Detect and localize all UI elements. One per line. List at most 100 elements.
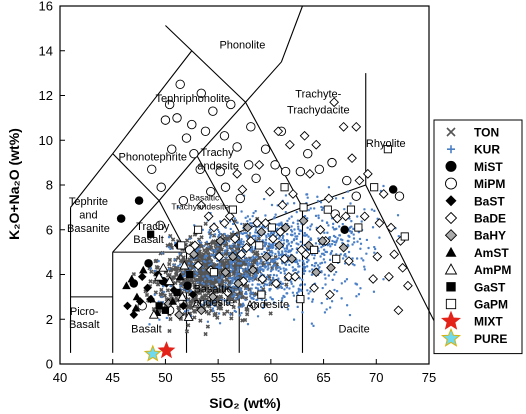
point: [246, 274, 250, 277]
point: [244, 272, 247, 275]
point: [167, 261, 172, 267]
point: [276, 223, 279, 226]
data-point: [232, 142, 242, 152]
data-point: [186, 270, 194, 279]
point: [260, 252, 263, 256]
data-point: [241, 242, 252, 253]
point: [290, 280, 293, 283]
y-axis-label: K₂O+Na₂O (wt%): [6, 128, 22, 240]
point: [271, 265, 274, 268]
point: [309, 290, 312, 293]
point: [281, 252, 284, 255]
point: [211, 284, 214, 288]
data-point: [389, 249, 400, 260]
point: [197, 239, 201, 243]
legend-marker: [444, 263, 458, 275]
point: [214, 251, 217, 254]
point: [208, 236, 212, 239]
point: [246, 323, 250, 326]
point: [311, 298, 314, 301]
point: [363, 208, 366, 211]
field-label: Phonolite: [219, 40, 265, 52]
point: [250, 224, 253, 228]
point: [324, 250, 327, 253]
point: [286, 308, 290, 311]
data-point: [332, 213, 343, 224]
data-point: [296, 245, 307, 255]
legend-label: BaDE: [474, 212, 506, 226]
data-point: [295, 166, 306, 177]
point: [280, 306, 284, 309]
point: [277, 257, 280, 260]
legend-marker: [446, 282, 456, 292]
point: [207, 231, 210, 234]
data-point: [157, 341, 176, 359]
point: [306, 289, 309, 292]
legend-label: TON: [474, 126, 499, 140]
data-point: [219, 218, 230, 228]
point: [309, 238, 312, 241]
data-point: [188, 290, 198, 299]
point: [396, 214, 400, 217]
legend-marker: [440, 310, 462, 330]
point: [192, 262, 195, 266]
point: [264, 266, 267, 269]
point: [223, 249, 227, 252]
point: [269, 251, 272, 254]
point: [297, 270, 300, 273]
point: [227, 302, 230, 305]
point: [356, 240, 359, 243]
point: [314, 242, 318, 245]
legend-item-kur: KUR: [447, 143, 500, 157]
data-point: [251, 173, 261, 183]
data-point: [288, 189, 298, 199]
point: [215, 315, 220, 320]
data-point: [139, 265, 148, 274]
data-point: [340, 211, 351, 222]
point: [270, 249, 273, 252]
point: [288, 217, 291, 220]
point: [334, 197, 338, 200]
point: [231, 222, 235, 226]
point: [316, 264, 320, 267]
point: [183, 288, 186, 291]
point: [237, 306, 240, 309]
point: [338, 225, 341, 228]
point: [371, 226, 375, 229]
data-point: [284, 139, 295, 150]
point: [244, 290, 248, 294]
point: [226, 234, 229, 237]
field-boundary-line: [112, 106, 149, 155]
point: [223, 232, 226, 236]
data-point: [164, 276, 175, 286]
point: [247, 262, 250, 265]
point: [293, 202, 296, 205]
point: [218, 280, 221, 284]
field-boundary-line: [165, 25, 193, 52]
point: [199, 241, 203, 244]
data-point: [275, 227, 286, 237]
data-point: [131, 303, 141, 312]
point: [265, 236, 268, 239]
point: [285, 247, 289, 250]
point: [254, 231, 257, 234]
point: [240, 238, 243, 241]
point: [295, 242, 298, 245]
data-point: [386, 222, 396, 233]
point: [259, 262, 262, 265]
point: [260, 258, 263, 262]
point: [230, 270, 233, 273]
field-label: Basaltic: [194, 283, 233, 295]
point: [219, 266, 222, 269]
data-point: [299, 130, 310, 141]
point: [248, 280, 251, 283]
field-label: Phonotephrite: [119, 151, 188, 163]
point: [270, 259, 273, 262]
data-point: [340, 225, 349, 234]
point: [206, 291, 211, 296]
legend-item-bade: BaDE: [444, 212, 506, 226]
data-point: [147, 230, 155, 238]
point: [268, 246, 271, 250]
point: [284, 194, 288, 197]
point: [249, 290, 252, 293]
